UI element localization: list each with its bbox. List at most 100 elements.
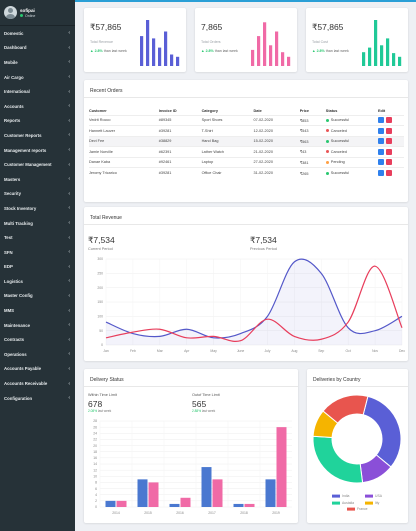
stat-change-note: than last week (103, 49, 127, 53)
bar (265, 479, 276, 507)
table-row[interactable]: Danae Kaba #92461 Laptop 27-02-2020 ₹381 Pend… (89, 156, 404, 168)
status-text: Pending (330, 160, 345, 165)
cell-price: ₹563 (299, 135, 326, 147)
outof-time-value: 565 (192, 399, 207, 409)
stat-mini-bar-chart (251, 22, 291, 66)
divider (84, 386, 298, 387)
cell-status: Canceled (325, 146, 378, 157)
bar (276, 427, 287, 507)
chevron-left-icon: ‹ (68, 351, 70, 358)
stat-value: ₹57,865 (90, 22, 122, 32)
sidebar-item-dashboard[interactable]: Dashboard ‹ (0, 41, 75, 56)
user-panel: sofipai Online (0, 0, 75, 26)
sidebar-item-master-config[interactable]: Master Config ‹ (0, 289, 75, 304)
sidebar-item-sfn[interactable]: SFN ‹ (0, 245, 75, 260)
column-header[interactable]: Date (253, 108, 262, 113)
sidebar-item-maintenance[interactable]: Maintenance ‹ (0, 318, 75, 333)
column-header[interactable]: Invoice ID (158, 108, 177, 113)
chevron-left-icon: ‹ (68, 380, 70, 387)
x-tick-label: Mar (157, 349, 164, 353)
donut-slice (362, 395, 402, 468)
sidebar-item-domestic[interactable]: Domestic ‹ (0, 26, 75, 41)
sidebar-item-masters[interactable]: Masters ‹ (0, 172, 75, 187)
sidebar-item-contracts[interactable]: Contracts ‹ (0, 332, 75, 347)
sidebar-item-label: Customer Reports (4, 132, 42, 138)
edit-button[interactable] (377, 117, 384, 124)
sidebar-item-mms[interactable]: MMS ‹ (0, 303, 75, 318)
avatar[interactable] (4, 6, 17, 19)
sidebar-item-mobile[interactable]: Mobile ‹ (0, 55, 75, 70)
sidebar-item-customer-reports[interactable]: Customer Reports ‹ (0, 128, 75, 143)
sidebar-item-stock-inventory[interactable]: Stock Inventory ‹ (0, 201, 75, 216)
sidebar-item-edp[interactable]: EDP ‹ (0, 260, 75, 275)
y-tick-label: 16 (93, 456, 97, 460)
table-row[interactable]: Jeromy Tricarico #39281 Office Chair 31-02-… (89, 167, 404, 178)
sidebar-item-configuration[interactable]: Configuration ‹ (0, 391, 75, 406)
sidebar-item-label: Configuration (4, 395, 33, 401)
delete-button[interactable] (385, 148, 392, 155)
x-tick-label: Dec (399, 349, 405, 353)
online-dot-icon (20, 14, 23, 17)
chevron-left-icon: ‹ (68, 117, 70, 124)
bar (180, 497, 191, 507)
column-header[interactable]: Category (201, 108, 219, 113)
status-text: Online (25, 13, 36, 18)
stat-mini-bar-chart (140, 20, 180, 66)
delete-button[interactable] (385, 138, 392, 145)
x-tick-label: Aug (291, 349, 297, 353)
cell-edit (377, 125, 404, 136)
sidebar-item-management-reports[interactable]: Management reports ‹ (0, 143, 75, 158)
table-row[interactable]: Hannett Lauver #39281 T-Shirt 12-02-2020 ₹54… (89, 125, 404, 136)
table-row[interactable]: Jamie Norville #62391 Lather Watch 21-02-20… (89, 146, 404, 157)
table-row[interactable]: Devi Fee #38829 Hand Bag 15-02-2020 ₹563 Succ… (89, 135, 404, 147)
status-dot-icon (325, 139, 329, 143)
column-header[interactable]: Customer (89, 108, 107, 113)
table-row[interactable]: Vedrit Rocco #89345 Sport Shoes 07-02-2020 ₹… (89, 114, 404, 126)
sidebar-item-air-cargo[interactable]: Air Cargo ‹ (0, 70, 75, 85)
sidebar-item-test[interactable]: Test ‹ (0, 230, 75, 245)
edit-button[interactable] (377, 127, 384, 134)
cell-date: 12-02-2020 (253, 125, 300, 136)
status-text: Canceled (330, 128, 347, 133)
sidebar-item-accounts-payable[interactable]: Accounts Payable ‹ (0, 362, 75, 377)
sidebar-item-international[interactable]: International ‹ (0, 84, 75, 99)
chevron-left-icon: ‹ (68, 44, 70, 51)
sidebar-item-logistics[interactable]: Logistics ‹ (0, 274, 75, 289)
x-tick-label: 2014 (112, 511, 120, 515)
sidebar-item-multi-tracking[interactable]: Multi Tracking ‹ (0, 216, 75, 231)
recent-orders-card: Recent Orders Customer Invoice ID Category… (84, 80, 408, 202)
cell-category: Sport Shoes (201, 114, 254, 126)
sidebar-item-label: Operations (4, 351, 27, 357)
delete-button[interactable] (385, 127, 392, 134)
column-header[interactable]: Edit (377, 108, 386, 113)
sidebar-item-accounts[interactable]: Accounts ‹ (0, 99, 75, 114)
chevron-left-icon: ‹ (68, 88, 70, 95)
sidebar-item-reports[interactable]: Reports ‹ (0, 114, 75, 129)
mini-bar (398, 56, 402, 66)
cost-stat-card: ₹57,865 Total Cost ▲ 2.8% than last week (306, 8, 408, 72)
sidebar-item-operations[interactable]: Operations ‹ (0, 347, 75, 362)
column-header[interactable]: Status (325, 108, 338, 113)
cell-category: Hand Bag (201, 135, 254, 147)
sidebar-item-security[interactable]: Security ‹ (0, 187, 75, 202)
chevron-left-icon: ‹ (68, 234, 70, 241)
stat-change: ▲ 2.8% than last week (90, 49, 136, 54)
arrow-up-icon: ▲ (90, 49, 94, 53)
bar (201, 467, 212, 507)
sidebar-item-accounts-receivable[interactable]: Accounts Receivable ‹ (0, 376, 75, 391)
table-header: Customer Invoice ID Category Date Price Statu… (89, 107, 404, 115)
edit-button[interactable] (377, 138, 384, 145)
edit-button[interactable] (377, 148, 384, 155)
edit-button[interactable] (377, 170, 384, 176)
delete-button[interactable] (385, 117, 392, 124)
sidebar-item-customer-management[interactable]: Customer Management ‹ (0, 157, 75, 172)
stat-label: Total Orders (201, 40, 221, 44)
edit-button[interactable] (377, 159, 384, 166)
delete-button[interactable] (385, 170, 392, 176)
delete-button[interactable] (385, 159, 392, 166)
column-header[interactable]: Price (299, 108, 309, 113)
bar (137, 479, 148, 507)
chevron-left-icon: ‹ (68, 292, 70, 299)
main-content: ₹57,865 Total Revenue ▲ 2.8% than last wee… (75, 0, 416, 531)
cell-customer: Danae Kaba (89, 156, 159, 168)
